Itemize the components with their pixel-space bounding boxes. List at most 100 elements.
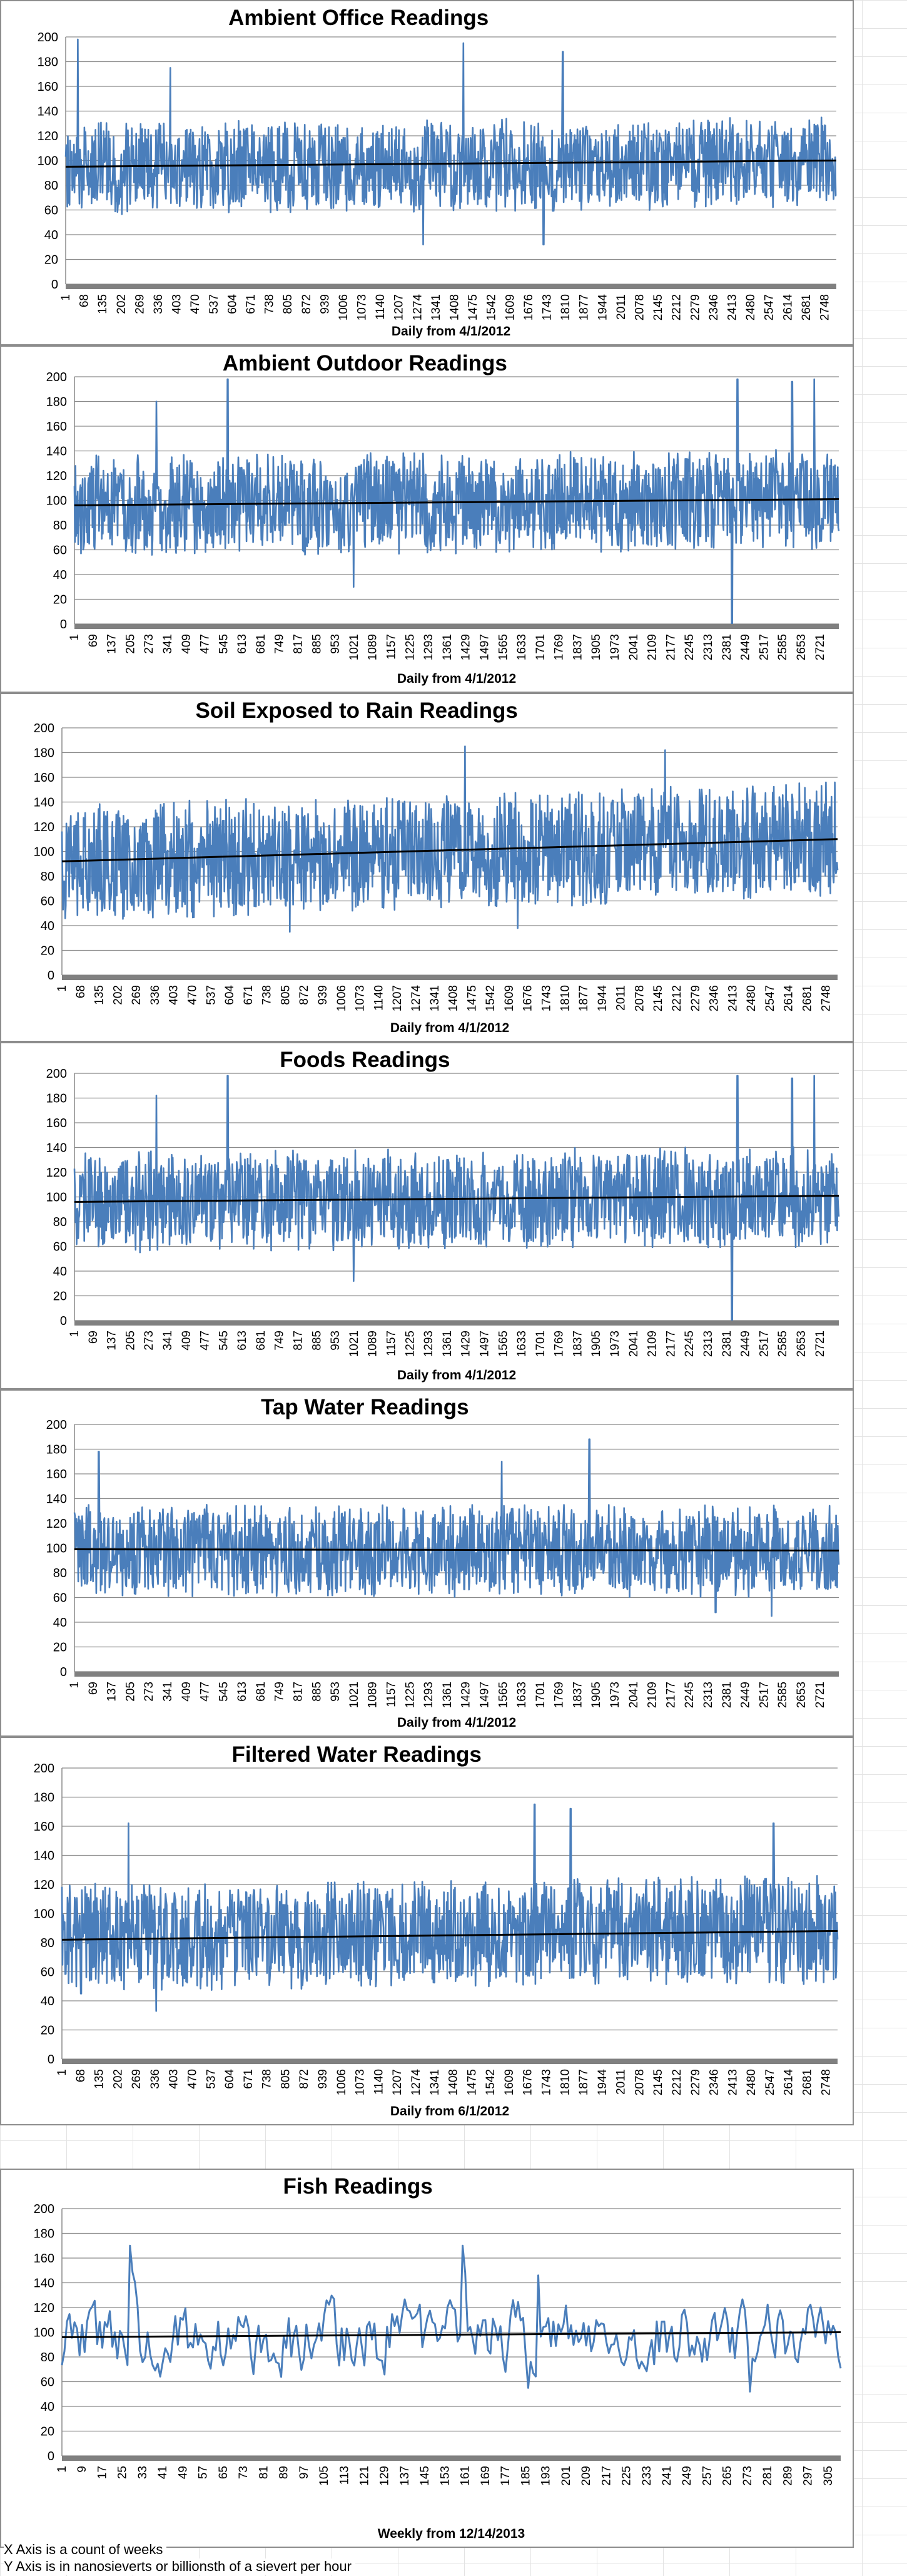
chart-svg: Ambient Office Readings02040608010012014… xyxy=(38,6,837,339)
y-tick-label: 140 xyxy=(46,1493,67,1506)
x-tick-label: 257 xyxy=(701,2466,714,2486)
x-tick-label: 403 xyxy=(168,2069,181,2089)
x-tick-label: 470 xyxy=(186,985,200,1005)
x-tick-label: 939 xyxy=(318,294,332,314)
x-tick-label: 1293 xyxy=(422,634,435,660)
chart-title: Fish Readings xyxy=(283,2174,432,2199)
y-tick-label: 160 xyxy=(46,1468,67,1481)
x-tick-label: 273 xyxy=(143,1682,156,1702)
x-tick-label: 2517 xyxy=(758,634,771,660)
y-tick-label: 180 xyxy=(34,1791,54,1805)
x-tick-label: 872 xyxy=(298,985,311,1005)
x-tick-label: 289 xyxy=(781,2466,794,2486)
x-tick-label: 1701 xyxy=(534,1682,547,1708)
x-tick-label: 137 xyxy=(398,2466,412,2486)
chart-foods: Foods Readings 0 20 40 60 80 100 120 140 160 180 20… xyxy=(0,1042,854,1389)
series-line xyxy=(73,1438,840,1617)
x-tick-label: 817 xyxy=(292,1682,305,1702)
x-tick-label: 2109 xyxy=(646,1682,659,1708)
y-tick-label: 80 xyxy=(41,1936,54,1950)
x-tick-label: 2449 xyxy=(739,1682,752,1708)
x-tick-label: 1408 xyxy=(447,985,460,1011)
chart-ambient-office: Ambient Office Readings 0 20 40 60 80 100 120 14… xyxy=(0,0,854,345)
x-tick-label: 81 xyxy=(257,2466,270,2479)
x-tick-label: 1743 xyxy=(540,2069,554,2095)
x-tick-label: 1609 xyxy=(503,985,516,1011)
y-tick-label: 20 xyxy=(44,253,58,267)
x-axis-line xyxy=(74,1321,839,1326)
x-axis-line xyxy=(74,1672,839,1677)
x-tick-label: 2721 xyxy=(814,634,827,660)
x-tick-label: 336 xyxy=(149,2069,162,2089)
x-tick-label: 1769 xyxy=(553,1331,566,1357)
x-tick-label: 2585 xyxy=(776,1331,789,1357)
x-tick-label: 69 xyxy=(87,1682,100,1695)
x-axis-label: Weekly from 12/14/2013 xyxy=(378,2527,525,2541)
x-tick-label: 2721 xyxy=(814,1331,827,1357)
x-tick-label: 2145 xyxy=(652,2069,665,2095)
x-tick-label: 2517 xyxy=(758,1682,771,1708)
y-tick-label: 100 xyxy=(34,846,54,859)
x-tick-label: 537 xyxy=(205,2069,218,2089)
x-tick-label: 2245 xyxy=(683,634,696,660)
y-tick-label: 20 xyxy=(53,593,67,607)
y-tick-label: 60 xyxy=(41,2376,54,2389)
x-tick-label: 1475 xyxy=(465,985,479,1011)
x-tick-label: 1157 xyxy=(385,1331,398,1356)
x-tick-label: 341 xyxy=(161,1331,175,1351)
x-tick-label: 885 xyxy=(310,1682,323,1702)
x-tick-label: 1973 xyxy=(609,1682,622,1708)
x-tick-label: 1769 xyxy=(553,1682,566,1708)
chart-svg: Ambient Outdoor Readings 0 20 40 60 80 100 120 1… xyxy=(46,351,840,686)
x-tick-label: 1006 xyxy=(335,985,348,1011)
x-tick-label: 817 xyxy=(292,634,305,654)
y-tick-label: 0 xyxy=(48,969,54,983)
x-tick-label: 470 xyxy=(189,294,202,314)
x-tick-label: 2078 xyxy=(634,294,647,320)
y-tick-label: 140 xyxy=(34,796,54,810)
x-tick-label: 265 xyxy=(721,2466,734,2486)
chart-svg: Foods Readings 0 20 40 60 80 100 120 140 160 180 20… xyxy=(46,1048,840,1383)
x-tick-label: 2480 xyxy=(745,985,758,1011)
x-tick-label: 249 xyxy=(681,2466,694,2486)
y-tick-label: 160 xyxy=(46,1117,67,1130)
x-tick-label: 2279 xyxy=(689,294,702,320)
x-tick-label: 1676 xyxy=(522,985,535,1011)
y-tick-label: 100 xyxy=(46,1191,67,1205)
x-tick-label: 1810 xyxy=(559,294,572,320)
chart-title: Filtered Water Readings xyxy=(232,1742,482,1767)
x-tick-label: 1006 xyxy=(337,294,350,320)
y-tick-label: 200 xyxy=(34,1762,54,1776)
trendline xyxy=(61,1929,838,1941)
y-tick-label: 0 xyxy=(48,2450,54,2463)
trendline xyxy=(61,838,838,862)
x-tick-label: 69 xyxy=(87,634,100,647)
x-tick-label: 2041 xyxy=(627,1331,641,1357)
x-tick-label: 2585 xyxy=(776,1682,789,1708)
y-tick-label: 80 xyxy=(41,2351,54,2364)
x-tick-label: 68 xyxy=(78,294,91,307)
x-tick-label: 2681 xyxy=(801,985,814,1011)
x-tick-label: 2346 xyxy=(708,2069,721,2095)
y-tick-label: 80 xyxy=(53,1567,67,1580)
series-line xyxy=(73,1075,840,1322)
x-tick-label: 671 xyxy=(242,2069,255,2089)
x-tick-label: 2313 xyxy=(702,1331,715,1357)
y-tick-label: 160 xyxy=(34,771,54,785)
x-tick-label: 2313 xyxy=(702,1682,715,1708)
x-tick-label: 1769 xyxy=(553,634,566,660)
y-tick-label: 40 xyxy=(41,919,54,933)
y-tick-label: 60 xyxy=(53,1240,67,1254)
x-axis-label: Daily from 4/1/2012 xyxy=(392,324,510,339)
x-tick-label: 2177 xyxy=(664,1682,677,1708)
x-tick-label: 2011 xyxy=(615,985,628,1011)
x-tick-label: 537 xyxy=(205,985,218,1005)
x-tick-label: 161 xyxy=(459,2466,472,2486)
x-tick-label: 1905 xyxy=(590,1682,603,1708)
x-tick-label: 1 xyxy=(59,294,73,301)
x-tick-label: 177 xyxy=(499,2466,512,2486)
y-tick-label: 80 xyxy=(53,519,67,533)
y-tick-label: 20 xyxy=(53,1641,67,1655)
x-tick-label: 2653 xyxy=(795,634,808,660)
x-tick-label: 2109 xyxy=(646,634,659,660)
